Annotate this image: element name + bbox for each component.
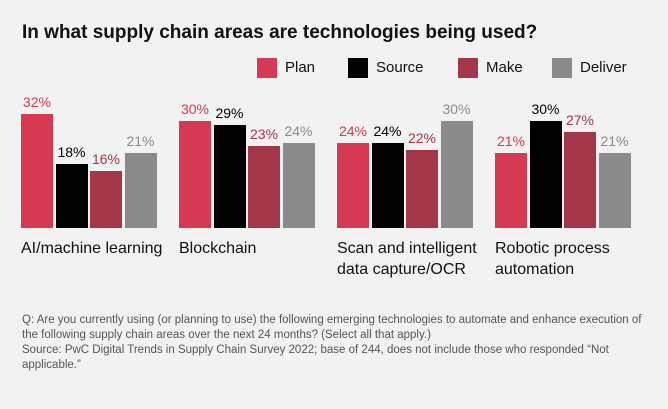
value-label: 27% <box>565 111 595 128</box>
value-label: 24% <box>284 122 313 139</box>
value-label: 24% <box>373 122 402 139</box>
bar <box>529 121 562 228</box>
value-label: 22% <box>407 129 437 146</box>
legend-swatch <box>348 58 368 78</box>
legend-swatch <box>458 58 478 78</box>
category-label: Blockchain <box>179 240 257 257</box>
bar <box>282 142 315 228</box>
bar <box>564 131 596 228</box>
category-label: Scan and intelligent data capture/OCR <box>337 240 477 278</box>
legend-label: Deliver <box>580 59 627 76</box>
bar <box>495 153 527 228</box>
bar <box>371 142 404 228</box>
bar <box>440 121 473 228</box>
chart-title: In what supply chain areas are technolog… <box>22 22 538 43</box>
bar <box>213 124 246 228</box>
bar <box>90 171 122 228</box>
value-label: 21% <box>496 133 526 150</box>
value-label: 21% <box>600 133 629 150</box>
value-label: 23% <box>249 126 279 143</box>
value-label: 32% <box>22 94 52 111</box>
legend-swatch <box>552 58 572 78</box>
value-label: 24% <box>338 122 368 139</box>
bar <box>179 121 211 228</box>
bar <box>337 142 369 228</box>
category-label: AI/machine learning <box>21 240 163 257</box>
value-label: 29% <box>215 104 244 121</box>
value-label: 30% <box>531 101 560 118</box>
value-label: 21% <box>126 133 155 150</box>
question-note: Q: Are you currently using (or planning … <box>22 314 642 341</box>
bar <box>248 146 280 228</box>
bar <box>406 149 438 228</box>
value-label: 30% <box>442 101 471 118</box>
category-label: Robotic process automation <box>495 240 610 278</box>
source-note: Source: PwC Digital Trends in Supply Cha… <box>22 344 609 371</box>
legend-swatch <box>257 58 277 78</box>
value-label: 16% <box>91 151 121 168</box>
legend-label: Source <box>376 59 424 76</box>
bar <box>21 114 53 228</box>
bar <box>124 153 157 228</box>
value-label: 30% <box>180 101 210 118</box>
bar <box>55 163 88 228</box>
legend-label: Make <box>486 59 523 76</box>
legend-label: Plan <box>285 59 316 76</box>
bar <box>598 153 631 228</box>
value-label: 18% <box>57 143 86 160</box>
